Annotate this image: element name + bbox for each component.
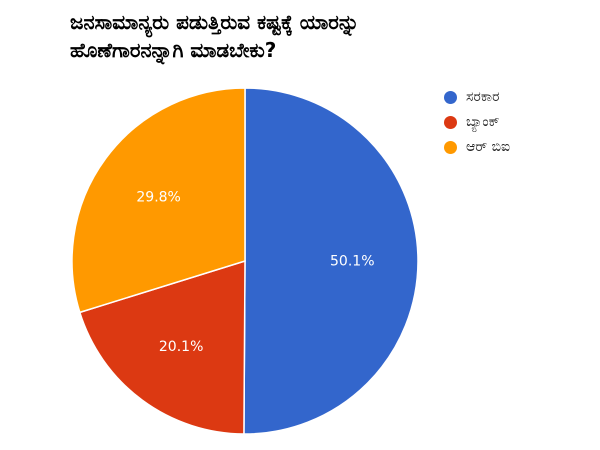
legend-item-2: ಆರ್ ಬಿಐ [444, 136, 510, 158]
slice-label-0: 50.1% [330, 253, 374, 269]
pie-slice-2 [71, 87, 246, 314]
legend-label-0: ಸರಕಾರ [466, 89, 500, 105]
legend-item-1: ಬ್ಯಾಂಕ್ [444, 111, 510, 133]
legend-swatch-2 [444, 140, 457, 154]
chart-title-line-1: ಜನಸಾಮಾನ್ಯರು ಪಡುತ್ತಿರುವ ಕಷ್ಟಕ್ಕೆ ಯಾರನ್ನು [70, 10, 360, 34]
slice-label-2: 29.8% [136, 189, 180, 205]
chart-title: ಜನಸಾಮಾನ್ಯರು ಪಡುತ್ತಿರುವ ಕಷ್ಟಕ್ಕೆ ಯಾರನ್ನು … [70, 8, 530, 64]
legend-swatch-1 [444, 115, 457, 129]
legend-label-2: ಆರ್ ಬಿಐ [466, 139, 511, 155]
pie-slice-1 [78, 259, 246, 435]
legend-label-1: ಬ್ಯಾಂಕ್ [466, 114, 500, 130]
legend-item-0: ಸರಕಾರ [444, 86, 510, 108]
slice-label-1: 20.1% [159, 339, 203, 355]
pie-slice-0 [243, 87, 419, 435]
chart-legend: ಸರಕಾರ ಬ್ಯಾಂಕ್ ಆರ್ ಬಿಐ [444, 86, 510, 161]
legend-swatch-0 [444, 90, 457, 104]
chart-title-line-2: ಹೊಣೆಗಾರನನ್ನಾಗಿ ಮಾಡಬೇಕು? [70, 38, 277, 62]
